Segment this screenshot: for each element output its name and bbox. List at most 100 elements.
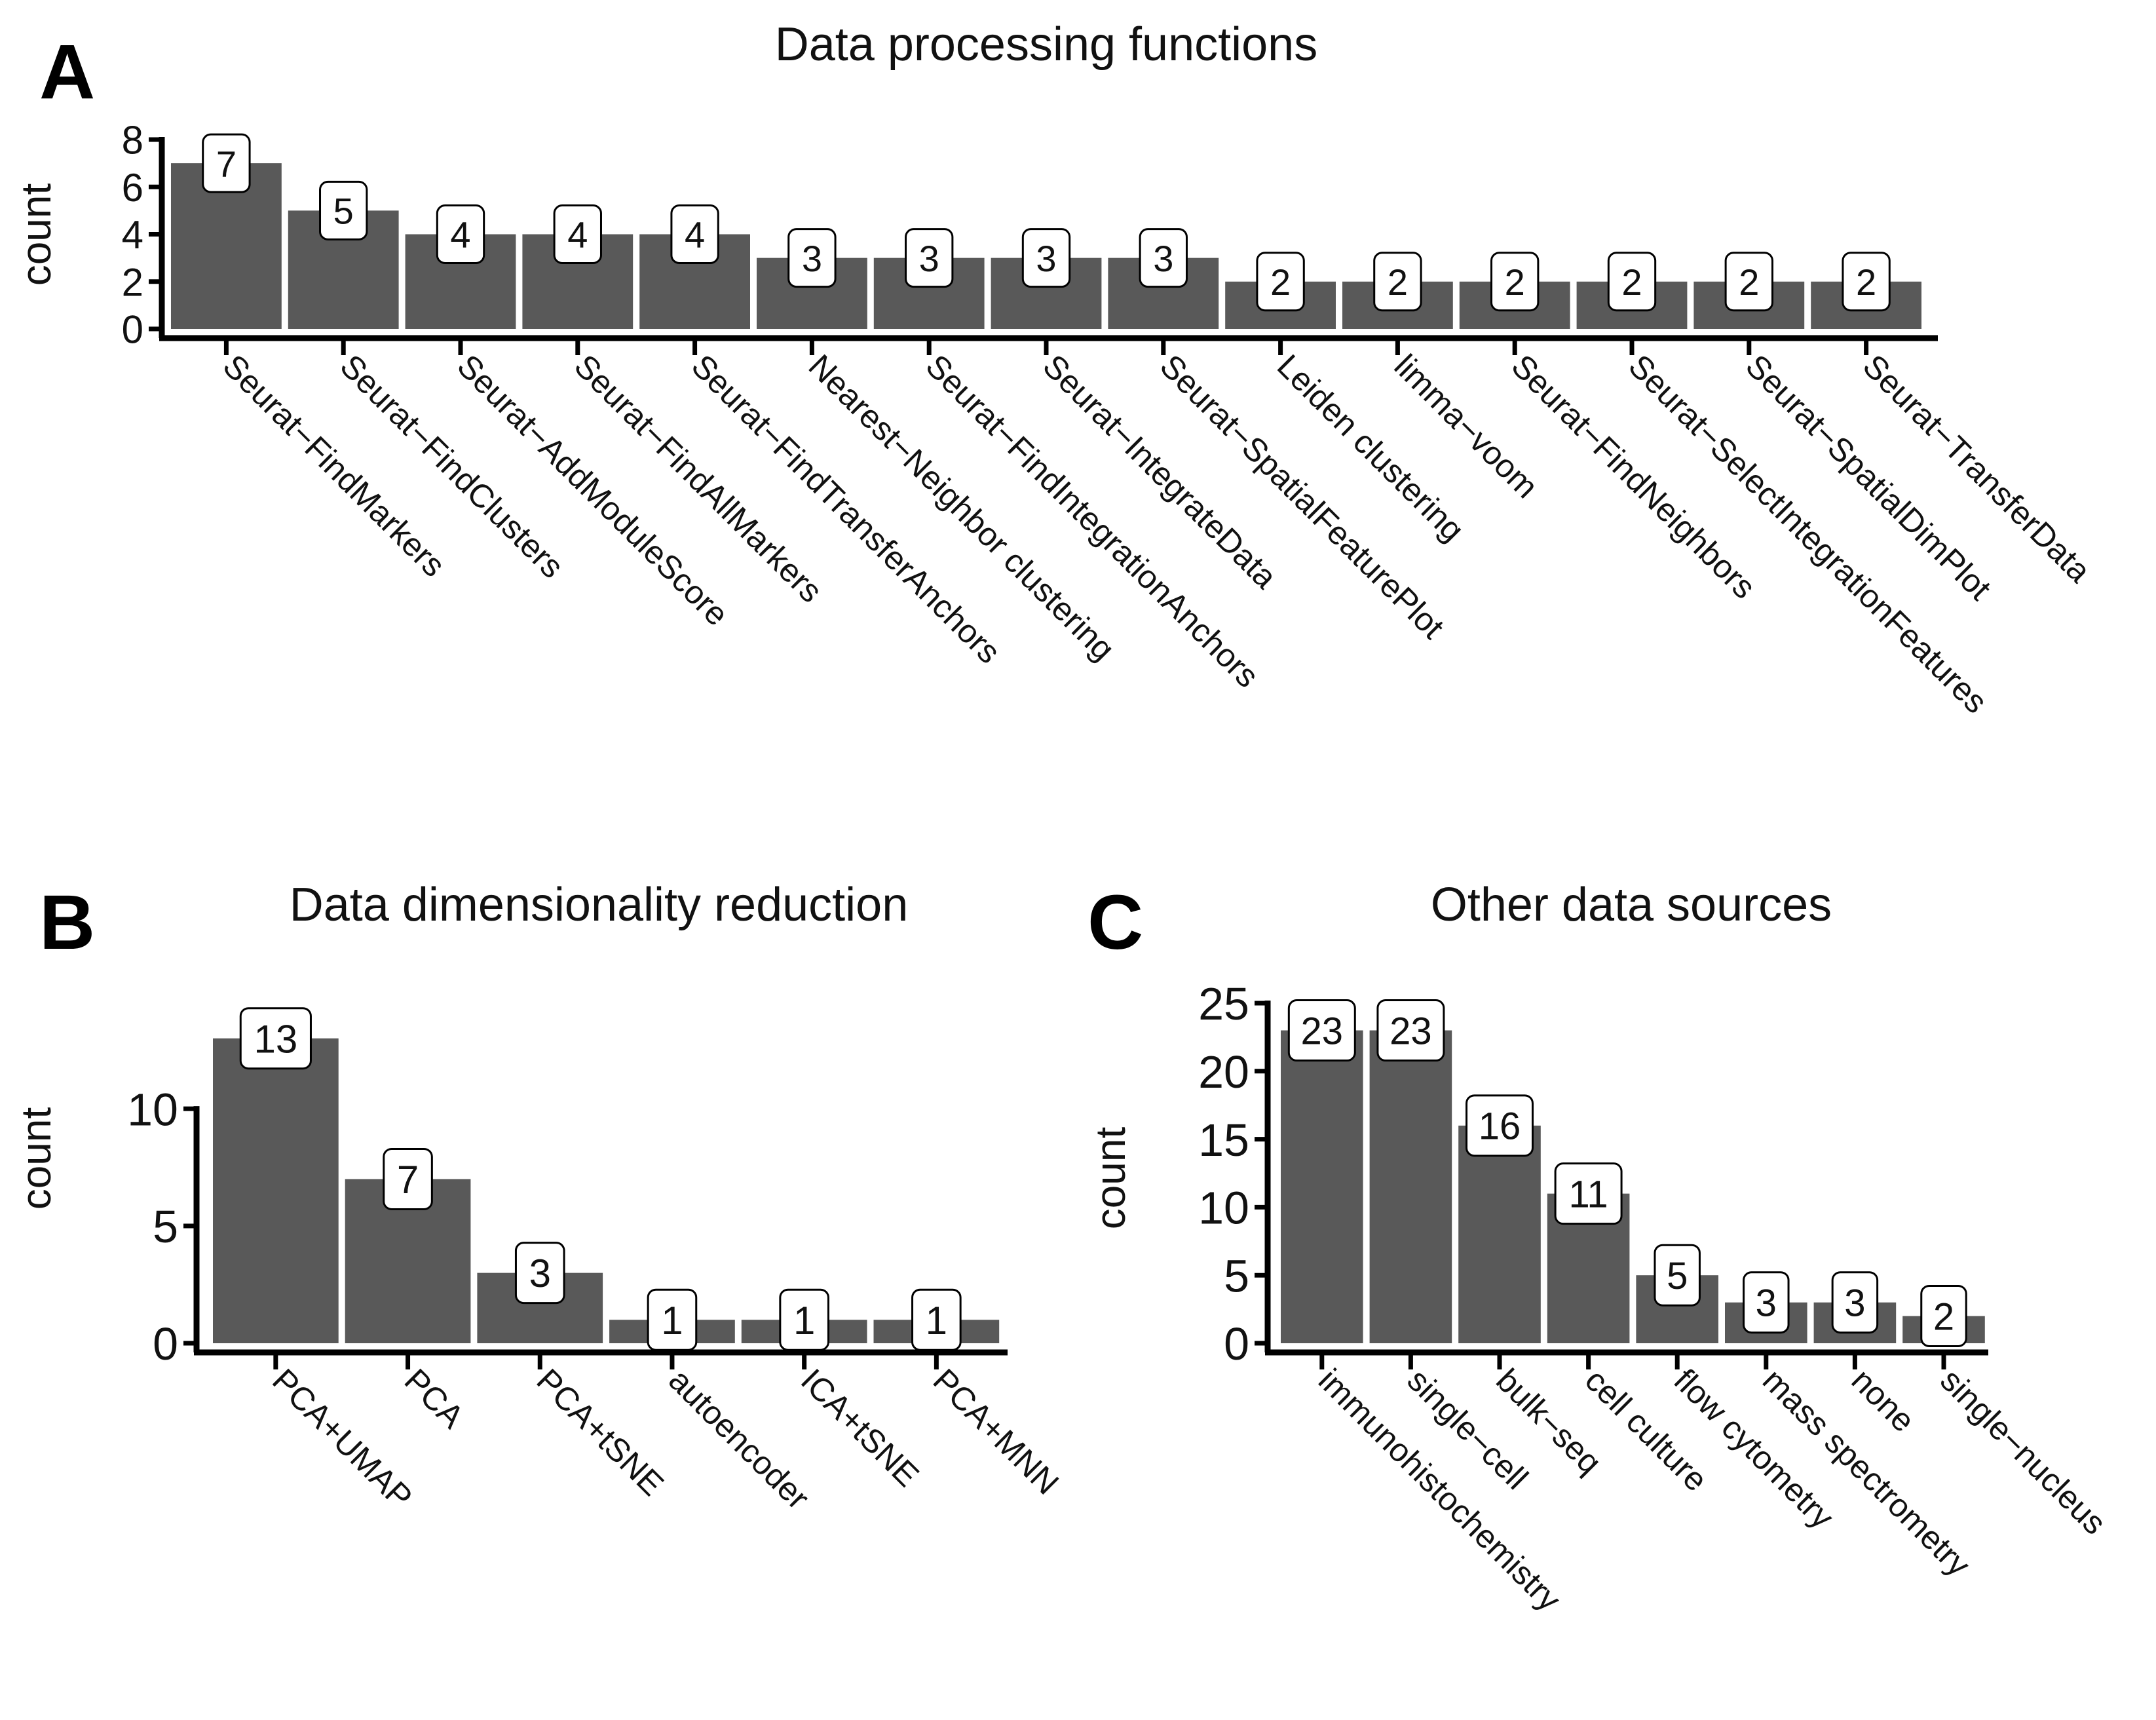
panel-c-y-tick-label: 10 [1198,1183,1249,1234]
panel-c-data-label-box [1287,999,1356,1062]
panel-a-category-label: Seurat−FindMarkers [216,347,453,584]
panel-c-data-label-box [1554,1162,1623,1225]
panel-a-y-tick-label: 2 [122,260,143,304]
panel-c-data-label-box [1654,1244,1701,1307]
panel-a-data-label: 4 [567,214,588,256]
panel-b-data-label: 13 [254,1017,297,1061]
panel-a-data-label-box [1490,252,1540,312]
panel-b-data-label: 1 [926,1299,947,1343]
panel-a-data-label: 2 [1505,261,1525,303]
panel-b-bar [213,1038,339,1343]
panel-a-data-label: 4 [450,214,470,256]
panel-a-data-label: 7 [216,143,236,184]
panel-c-y-tick-label: 25 [1198,978,1249,1029]
panel-c-marks: 0510152025immunohistochemistry23single−c… [1198,978,2113,1618]
panel-a-data-label-box [1373,252,1422,312]
panel-b-category-label: PCA+MNN [926,1362,1066,1501]
panel-a-data-label-box [1256,252,1305,312]
panel-a-y-tick-label: 8 [122,119,143,162]
panel-b-data-label-box [514,1242,565,1305]
panel-c-data-label-box [1376,999,1445,1062]
panel-a-category-label: Seurat−IntegrateData [1036,347,1284,596]
panel-c-data-label-box [1920,1284,1967,1347]
panel-b-category-label: PCA [398,1362,472,1436]
panel-a-category-label: Seurat−TransferData [1856,347,2098,590]
panel-c-data-label: 23 [1390,1010,1432,1052]
panel-c-data-label: 23 [1301,1010,1344,1052]
panel-c-data-label: 5 [1667,1255,1688,1297]
panel-b: B Data dimensionality reduction count 0 5… [12,879,1066,1516]
panel-b-data-label-box [911,1288,962,1351]
panel-c-data-label: 11 [1568,1174,1608,1216]
panel-b-data-label-box [779,1288,829,1351]
panel-letter-b: B [39,879,95,966]
panel-c-data-label-box [1466,1094,1534,1157]
panel-c-y-tick-label: 5 [1224,1250,1249,1301]
panel-a-data-label-box [202,133,251,193]
panel-b-category-label: PCA+UMAP [265,1362,419,1516]
panel-c-title: Other data sources [1431,879,1832,931]
panel-c-data-label: 3 [1844,1282,1865,1325]
panel-c-category-label: none [1845,1362,1922,1439]
panel-c-bar [1369,1030,1452,1343]
panel-a-data-label: 4 [685,214,705,256]
panel-a-data-label-box [319,180,368,240]
panel-a-data-label: 3 [1036,238,1056,279]
panel-c-data-label: 2 [1933,1295,1954,1338]
panel-b-data-label: 1 [793,1299,815,1343]
panel-c-category-label: single−nucleus [1933,1362,2113,1541]
panel-c-bar [1458,1125,1541,1343]
panel-b-data-label: 7 [397,1158,419,1202]
panel-a-data-label-box [1842,252,1891,312]
panel-c-category-label: flow cytometry [1667,1362,1841,1536]
panel-a-data-label-box [1139,228,1188,288]
panel-b-y-axis-label: count [12,1107,60,1210]
panel-b-y-tick-label: 5 [153,1201,178,1252]
panel-c: C Other data sources count 0510152025imm… [1087,879,2113,1618]
panel-b-data-label-box [647,1288,698,1351]
panel-a-data-label-box [670,204,719,264]
panel-a: A Data processing functions count 02468S… [12,18,2098,720]
panel-c-data-label: 16 [1479,1105,1521,1148]
panel-a-data-label: 2 [1388,261,1408,303]
panel-a-data-label: 2 [1739,261,1759,303]
panel-a-data-label-box [1607,252,1657,312]
panel-a-data-label-box [787,228,837,288]
panel-b-y-tick-label: 10 [127,1084,178,1135]
panel-c-y-tick-label: 0 [1224,1318,1249,1369]
panel-c-data-label-box [1831,1271,1879,1334]
panel-a-data-label: 5 [333,191,354,232]
panel-c-bar [1281,1030,1363,1343]
panel-c-data-label-box [1743,1271,1790,1334]
panel-b-title: Data dimensionality reduction [290,879,909,931]
panel-b-data-label-box [239,1007,312,1070]
panel-a-marks: 02468Seurat−FindMarkers7Seurat−FindClust… [122,119,2098,721]
panel-a-data-label: 3 [1153,238,1173,279]
panel-a-data-label: 3 [919,238,939,279]
panel-a-data-label: 2 [1270,261,1291,303]
panel-c-y-axis-label: count [1087,1127,1134,1230]
panel-letter-c: C [1087,879,1143,966]
panel-b-category-label: PCA+tSNE [529,1362,670,1502]
panel-a-y-axis-label: count [12,183,60,286]
panel-c-data-label: 3 [1756,1282,1777,1325]
panel-a-data-label-box [1021,228,1071,288]
panel-b-category-label: autoencoder [662,1362,816,1516]
panel-a-data-label: 2 [1621,261,1642,303]
panel-c-y-tick-label: 20 [1198,1046,1249,1098]
panel-a-y-tick-label: 4 [122,213,143,257]
panel-a-data-label-box [1724,252,1773,312]
panel-a-y-tick-label: 0 [122,308,143,352]
panel-b-y-tick-label: 0 [153,1318,178,1369]
panel-a-data-label: 2 [1856,261,1876,303]
panel-a-data-label-box [436,204,485,264]
panel-a-title: Data processing functions [775,18,1317,71]
panel-a-data-label-box [553,204,602,264]
panel-b-data-label-box [383,1147,433,1210]
panel-c-y-tick-label: 15 [1198,1115,1249,1166]
panel-a-category-label: Seurat−FindClusters [333,347,571,585]
panel-a-data-label: 3 [802,238,822,279]
panel-b-data-label: 3 [529,1252,551,1295]
panel-a-y-tick-label: 6 [122,166,143,210]
